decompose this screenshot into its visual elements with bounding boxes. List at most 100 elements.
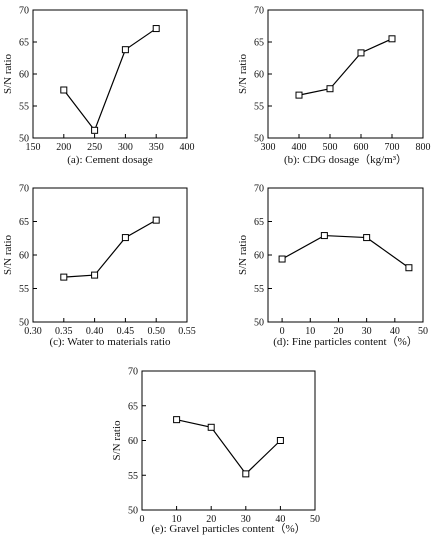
y-tick-label: 65: [254, 38, 264, 49]
data-point: [91, 126, 99, 134]
data-point: [295, 91, 303, 99]
y-tick-label: 65: [128, 401, 138, 412]
x-tick-label: 50: [418, 326, 428, 337]
x-tick-label: 50: [310, 514, 320, 525]
y-tick-label: 70: [19, 184, 29, 195]
plot-frame: [32, 187, 188, 323]
x-tick-label: 0.50: [147, 326, 165, 337]
x-tick-label: 0.30: [24, 326, 42, 337]
x-tick-label: 500: [323, 142, 338, 153]
x-tick-label: 600: [354, 142, 369, 153]
y-tick-label: 50: [128, 506, 138, 517]
data-point: [405, 264, 413, 272]
x-tick-label: 700: [385, 142, 400, 153]
x-tick-label: 150: [26, 142, 41, 153]
chart-panel-4: 0 10 20 30 40 50 50 55 60 65 70 S/N ratio (e): Grave…: [111, 367, 320, 536]
chart-caption: (a): Cement dosage: [67, 154, 153, 166]
data-point: [152, 25, 160, 33]
chart-panel-2: 0.30 0.35 0.40 0.45 0.50 0.55 50 55 60 65 70 S/N ra…: [2, 184, 196, 349]
plot-frame: [267, 9, 424, 139]
y-tick-label: 55: [19, 102, 29, 113]
y-tick-label: 55: [254, 102, 264, 113]
x-tick-label: 0: [140, 514, 145, 525]
x-tick-label: 250: [87, 142, 102, 153]
x-tick-label: 40: [275, 514, 285, 525]
data-point: [60, 273, 68, 281]
y-axis-label: S/N ratio: [2, 53, 14, 94]
data-point: [60, 86, 68, 94]
x-tick-label: 30: [362, 326, 372, 337]
data-point: [357, 49, 365, 57]
y-tick-label: 55: [128, 471, 138, 482]
data-point: [242, 470, 250, 478]
x-tick-label: 20: [333, 326, 343, 337]
x-tick-label: 0.55: [178, 326, 196, 337]
x-tick-label: 200: [56, 142, 71, 153]
y-tick-label: 60: [128, 436, 138, 447]
y-tick-label: 60: [254, 251, 264, 262]
y-tick-label: 65: [19, 217, 29, 228]
x-tick-label: 350: [149, 142, 164, 153]
y-tick-label: 60: [19, 70, 29, 81]
series-line: [176, 419, 281, 475]
x-tick-label: 800: [416, 142, 431, 153]
x-tick-label: 400: [292, 142, 307, 153]
data-point: [276, 437, 284, 444]
series-line: [298, 38, 393, 96]
x-tick-label: 30: [241, 514, 251, 525]
data-point: [278, 255, 286, 263]
data-point: [326, 85, 334, 93]
y-tick-label: 70: [19, 6, 29, 17]
data-point: [121, 234, 129, 242]
y-tick-label: 55: [19, 284, 29, 295]
series-line: [281, 234, 410, 269]
y-axis-label: S/N ratio: [2, 234, 14, 275]
chart-caption: (e): Gravel particles content（%）: [151, 522, 305, 535]
y-tick-label: 50: [254, 134, 264, 145]
y-tick-label: 60: [19, 251, 29, 262]
chart-caption: (b): CDG dosage（kg/m³）: [284, 153, 407, 166]
x-tick-label: 10: [305, 326, 315, 337]
x-tick-label: 0.35: [55, 326, 73, 337]
y-tick-label: 70: [128, 367, 138, 378]
y-tick-label: 55: [254, 284, 264, 295]
y-axis-label: S/N ratio: [111, 420, 123, 461]
data-point: [91, 271, 99, 279]
y-tick-label: 70: [254, 184, 264, 195]
y-axis-label: S/N ratio: [237, 53, 249, 94]
y-tick-label: 50: [19, 134, 29, 145]
chart-panel-3: 0 10 20 30 40 50 50 55 60 65 70 S/N ratio (d): Fine …: [237, 184, 428, 349]
data-point: [320, 232, 328, 240]
chart-caption: (c): Water to materials ratio: [49, 336, 171, 348]
y-tick-label: 65: [19, 38, 29, 49]
x-tick-label: 0: [280, 326, 285, 337]
plot-frame: [32, 9, 188, 139]
data-point: [363, 234, 371, 242]
y-tick-label: 70: [254, 6, 264, 17]
plot-frame: [267, 187, 424, 323]
series-line: [63, 28, 157, 132]
y-tick-label: 50: [254, 318, 264, 329]
x-tick-label: 300: [118, 142, 133, 153]
x-tick-label: 40: [390, 326, 400, 337]
data-point: [388, 35, 396, 43]
plot-frame: [141, 370, 316, 511]
x-tick-label: 10: [172, 514, 182, 525]
y-tick-label: 60: [254, 70, 264, 81]
y-tick-label: 50: [19, 318, 29, 329]
x-tick-label: 20: [206, 514, 216, 525]
y-tick-label: 65: [254, 217, 264, 228]
y-axis-label: S/N ratio: [237, 234, 249, 275]
data-point: [207, 423, 215, 431]
x-tick-label: 300: [261, 142, 276, 153]
data-point: [121, 46, 129, 54]
x-tick-label: 400: [180, 142, 195, 153]
chart-caption: (d): Fine particles content（%）: [273, 335, 418, 348]
x-tick-label: 0.40: [86, 326, 104, 337]
chart-panel-0: 150 200 250 300 350 400 50 55 60 65 70 S/N ratio (a)…: [2, 6, 195, 167]
data-point: [173, 416, 181, 424]
data-point: [152, 216, 160, 224]
series-line: [63, 219, 157, 278]
x-tick-label: 0.45: [117, 326, 135, 337]
